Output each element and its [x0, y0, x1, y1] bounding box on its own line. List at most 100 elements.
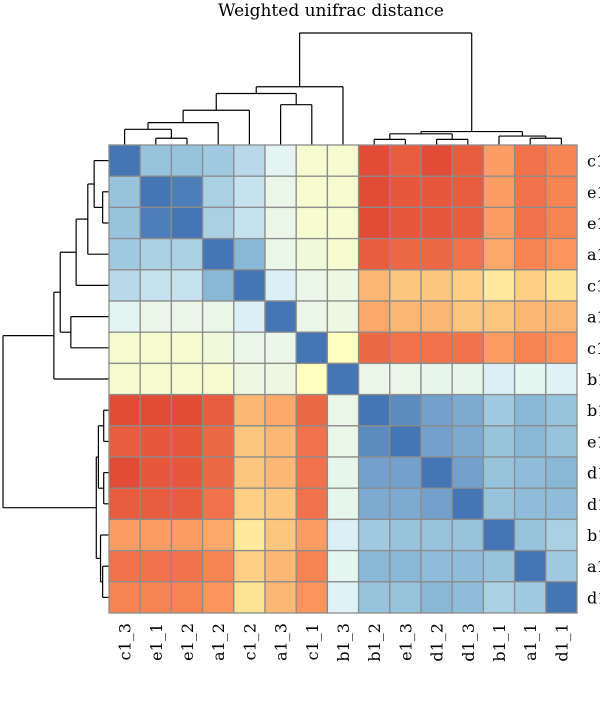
- heatmap-cell-c1_2-c1_1: [295, 269, 329, 302]
- row-label: d1_2: [587, 464, 600, 483]
- heatmap-cell-a1_2-e1_1: [139, 237, 173, 271]
- heatmap-cell-d1_1-b1_2: [357, 581, 391, 614]
- heatmap-cell-a1_3-e1_3: [389, 300, 422, 333]
- heatmap-cell-a1_2-d1_3: [451, 237, 485, 271]
- heatmap-cell-e1_3-d1_3: [451, 425, 485, 458]
- heatmap-cell-c1_2-e1_3: [389, 269, 422, 302]
- heatmap-cell-b1_1-d1_3: [451, 518, 485, 552]
- column-label: b1_3: [334, 623, 353, 662]
- heatmap-cell-a1_1-d1_2: [420, 549, 453, 583]
- heatmap-cell-c1_2-c1_2: [233, 269, 266, 302]
- heatmap-cell-b1_1-c1_3: [108, 518, 141, 552]
- heatmap-cell-d1_2-e1_2: [170, 456, 204, 489]
- heatmap-cell-b1_3-c1_2: [233, 362, 266, 396]
- heatmap-cell-c1_3-d1_3: [451, 144, 485, 177]
- heatmap-cell-a1_1-c1_3: [108, 549, 141, 583]
- heatmap-cell-e1_3-d1_1: [545, 425, 578, 458]
- heatmap-cell-c1_2-d1_1: [545, 269, 578, 302]
- chart-title: Weighted unifrac distance: [218, 1, 444, 21]
- heatmap-cell-c1_3-a1_2: [201, 144, 235, 177]
- heatmap-cell-c1_3-a1_1: [513, 144, 547, 177]
- heatmap-cell-a1_2-d1_1: [545, 237, 578, 271]
- heatmap-cell-b1_1-b1_1: [482, 518, 516, 552]
- heatmap-cell-a1_2-e1_2: [170, 237, 204, 271]
- heatmap-cell-d1_3-b1_1: [482, 487, 516, 521]
- heatmap-cell-b1_3-c1_1: [295, 362, 329, 396]
- column-label: b1_1: [490, 623, 509, 662]
- heatmap-cell-e1_1-b1_2: [357, 175, 391, 209]
- heatmap-cell-e1_3-b1_2: [357, 425, 391, 458]
- heatmap-cell-d1_1-a1_3: [264, 581, 297, 614]
- heatmap-cell-b1_3-d1_3: [451, 362, 485, 396]
- heatmap-cell-c1_2-a1_1: [513, 269, 547, 302]
- heatmap-cell-e1_1-b1_1: [482, 175, 516, 209]
- heatmap-cell-c1_1-e1_2: [170, 331, 204, 365]
- heatmap-cell-a1_1-d1_1: [545, 549, 578, 583]
- column-label: e1_2: [178, 623, 197, 661]
- heatmap-cell-b1_2-a1_2: [201, 393, 235, 427]
- row-label: a1_3: [587, 308, 600, 327]
- row-label: c1_1: [587, 339, 600, 358]
- heatmap-cell-c1_2-e1_2: [170, 269, 204, 302]
- heatmap-cell-d1_2-c1_3: [108, 456, 141, 489]
- heatmap-cell-b1_3-b1_3: [326, 362, 360, 396]
- heatmap-cell-d1_3-d1_2: [420, 487, 453, 521]
- heatmap-cell-e1_1-a1_1: [513, 175, 547, 209]
- column-label: a1_1: [521, 623, 540, 661]
- heatmap-cell-c1_1-e1_1: [139, 331, 173, 365]
- heatmap-cell-b1_1-e1_3: [389, 518, 422, 552]
- column-label: a1_3: [272, 623, 291, 661]
- heatmap-cell-c1_1-b1_3: [326, 331, 360, 365]
- heatmap-cell-d1_2-d1_1: [545, 456, 578, 489]
- heatmap-cell-d1_2-e1_1: [139, 456, 173, 489]
- heatmap-cell-a1_2-c1_2: [233, 237, 266, 271]
- heatmap-cell-e1_1-d1_1: [545, 175, 578, 209]
- heatmap-cell-a1_2-c1_1: [295, 237, 329, 271]
- heatmap-cell-b1_3-d1_1: [545, 362, 578, 396]
- heatmap-cell-c1_2-b1_1: [482, 269, 516, 302]
- heatmap-cell-e1_3-b1_1: [482, 425, 516, 458]
- heatmap-cell-e1_2-e1_1: [139, 206, 173, 240]
- heatmap-cell-a1_2-b1_2: [357, 237, 391, 271]
- heatmap-cell-c1_1-b1_1: [482, 331, 516, 365]
- heatmap-cell-c1_2-d1_3: [451, 269, 485, 302]
- column-label: e1_1: [147, 623, 166, 661]
- column-labels: c1_3 e1_1 e1_2 a1_2 c1_2 a1_3 c1_1 b1_3 b1_2 e1_3…: [116, 623, 572, 662]
- heatmap-cell-a1_2-c1_3: [108, 237, 141, 271]
- heatmap-cell-d1_3-e1_3: [389, 487, 422, 521]
- heatmap-cell-a1_3-a1_1: [513, 300, 547, 333]
- heatmap-cell-b1_2-b1_3: [326, 393, 360, 427]
- heatmap-cell-e1_2-d1_2: [420, 206, 453, 240]
- heatmap-cell-b1_3-b1_2: [357, 362, 391, 396]
- heatmap-cell-e1_1-e1_1: [139, 175, 173, 209]
- heatmap-cell-c1_3-b1_2: [357, 144, 391, 177]
- row-label: b1_1: [587, 526, 600, 545]
- heatmap-cell-d1_3-a1_3: [264, 487, 297, 521]
- heatmap-cell-d1_3-c1_2: [233, 487, 266, 521]
- heatmap-cell-c1_1-d1_3: [451, 331, 485, 365]
- heatmap-cell-c1_2-d1_2: [420, 269, 453, 302]
- heatmap-cell-a1_1-e1_1: [139, 549, 173, 583]
- heatmap-cell-b1_3-c1_3: [108, 362, 141, 396]
- row-label: e1_2: [587, 214, 600, 233]
- heatmap-cell-d1_3-a1_1: [513, 487, 547, 521]
- heatmap-cell-e1_1-e1_3: [389, 175, 422, 209]
- heatmap-cell-d1_3-c1_3: [108, 487, 141, 521]
- heatmap-cell-b1_2-e1_1: [139, 393, 173, 427]
- heatmap-cell-d1_3-a1_2: [201, 487, 235, 521]
- heatmap-cell-a1_3-b1_2: [357, 300, 391, 333]
- heatmap-cell-d1_1-b1_3: [326, 581, 360, 614]
- heatmap-cell-a1_3-d1_1: [545, 300, 578, 333]
- heatmap-cell-e1_3-c1_1: [295, 425, 329, 458]
- heatmap-cell-b1_3-e1_3: [389, 362, 422, 396]
- heatmap-cell-d1_3-e1_1: [139, 487, 173, 521]
- heatmap-cell-b1_3-d1_2: [420, 362, 453, 396]
- heatmap-cell-c1_3-b1_1: [482, 144, 516, 177]
- heatmap-cell-c1_3-c1_3: [108, 144, 141, 177]
- heatmap-cell-c1_1-d1_2: [420, 331, 453, 365]
- heatmap-cell-a1_3-d1_2: [420, 300, 453, 333]
- heatmap-cell-a1_2-b1_3: [326, 237, 360, 271]
- heatmap-cell-d1_3-d1_1: [545, 487, 578, 521]
- heatmap-cell-d1_1-e1_1: [139, 581, 173, 614]
- heatmap-cell-e1_2-d1_1: [545, 206, 578, 240]
